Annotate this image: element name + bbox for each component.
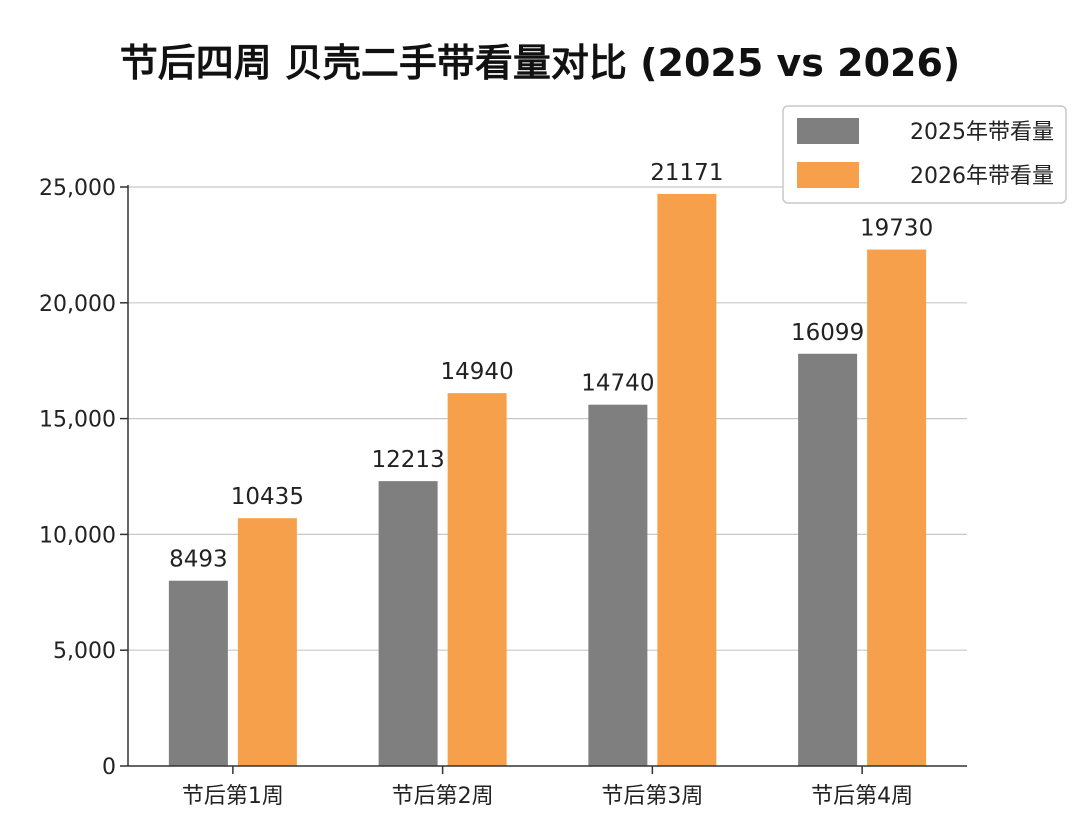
data-label: 21171	[650, 160, 723, 186]
bar	[798, 353, 858, 766]
data-label: 16099	[791, 320, 864, 346]
legend: 2025年带看量 2026年带看量	[782, 105, 1067, 204]
legend-label: 2026年带看量	[910, 164, 1054, 189]
y-tick-label: 0	[102, 755, 116, 780]
legend-label: 2025年带看量	[910, 120, 1054, 145]
bar	[657, 193, 717, 766]
bar	[447, 393, 507, 766]
bar	[588, 404, 648, 766]
bar	[867, 249, 927, 767]
y-tick-label: 15,000	[39, 408, 116, 433]
x-tick-label: 节后第4周	[811, 784, 913, 809]
bars	[168, 193, 927, 767]
x-tick-label: 节后第2周	[392, 784, 494, 809]
data-label: 8493	[169, 547, 228, 573]
bar	[237, 518, 297, 766]
legend-swatch	[797, 118, 859, 144]
bar	[378, 481, 438, 766]
y-tick-label: 25,000	[39, 176, 116, 201]
data-label: 14740	[581, 371, 654, 397]
y-tick-label: 5,000	[53, 639, 116, 664]
data-label: 12213	[372, 447, 445, 473]
data-label: 19730	[860, 216, 933, 242]
bar	[168, 580, 228, 766]
x-tick-label: 节后第1周	[182, 784, 284, 809]
data-label: 14940	[441, 359, 514, 385]
data-label: 10435	[231, 484, 304, 510]
x-tick-label: 节后第3周	[601, 784, 703, 809]
y-tick-label: 10,000	[39, 523, 116, 548]
legend-swatch	[797, 162, 859, 188]
y-tick-label: 20,000	[39, 292, 116, 317]
data-labels: 8493 10435 12213 14940 14740 21171 16099 19730	[169, 160, 933, 573]
axes: 0 5,000 10,000 15,000 20,000 25,000 节后第1周 节后第2周…	[39, 176, 967, 809]
chart-title: 节后四周 贝壳二手带看量对比 (2025 vs 2026)	[119, 41, 961, 85]
